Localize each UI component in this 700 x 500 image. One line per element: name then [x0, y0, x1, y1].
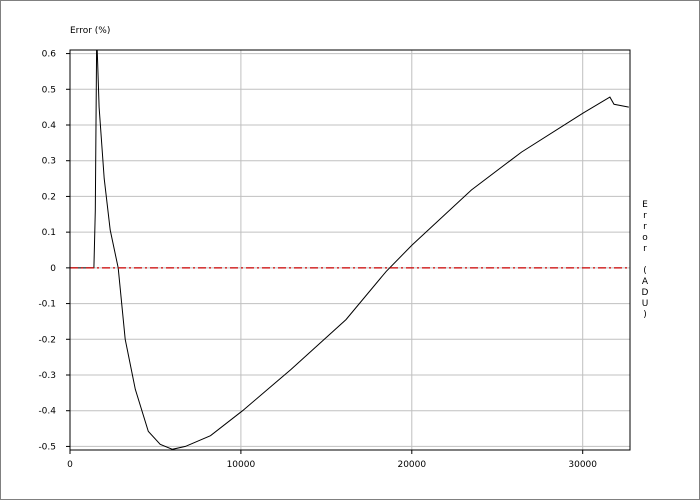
x-tick-label: 20000	[397, 460, 426, 470]
y-tick-label: 0.5	[42, 85, 56, 95]
y-tick-label: -0.5	[38, 442, 56, 452]
y-tick-label: 0.4	[42, 121, 57, 131]
x-tick-label: 10000	[227, 460, 256, 470]
plot-frame	[69, 49, 631, 451]
x-tick-label: 30000	[568, 460, 597, 470]
y-axis-title: Error (%)	[70, 26, 110, 36]
y-tick-label: -0.3	[38, 371, 56, 381]
y-tick-label: 0.1	[42, 228, 56, 238]
y-tick-label: 0	[50, 264, 56, 274]
y-tick-label: 0.2	[42, 192, 56, 202]
y-tick-label: 0.6	[42, 50, 57, 60]
data-line	[70, 50, 629, 450]
y-tick-label: -0.2	[38, 335, 56, 345]
plot-area	[70, 50, 630, 450]
y-tick-label: 0.3	[42, 157, 56, 167]
y2-axis-title: Error (ADU)	[640, 200, 650, 321]
x-tick-label: 0	[67, 460, 73, 470]
y-tick-label: -0.4	[38, 407, 56, 417]
y-tick-label: -0.1	[38, 300, 56, 310]
